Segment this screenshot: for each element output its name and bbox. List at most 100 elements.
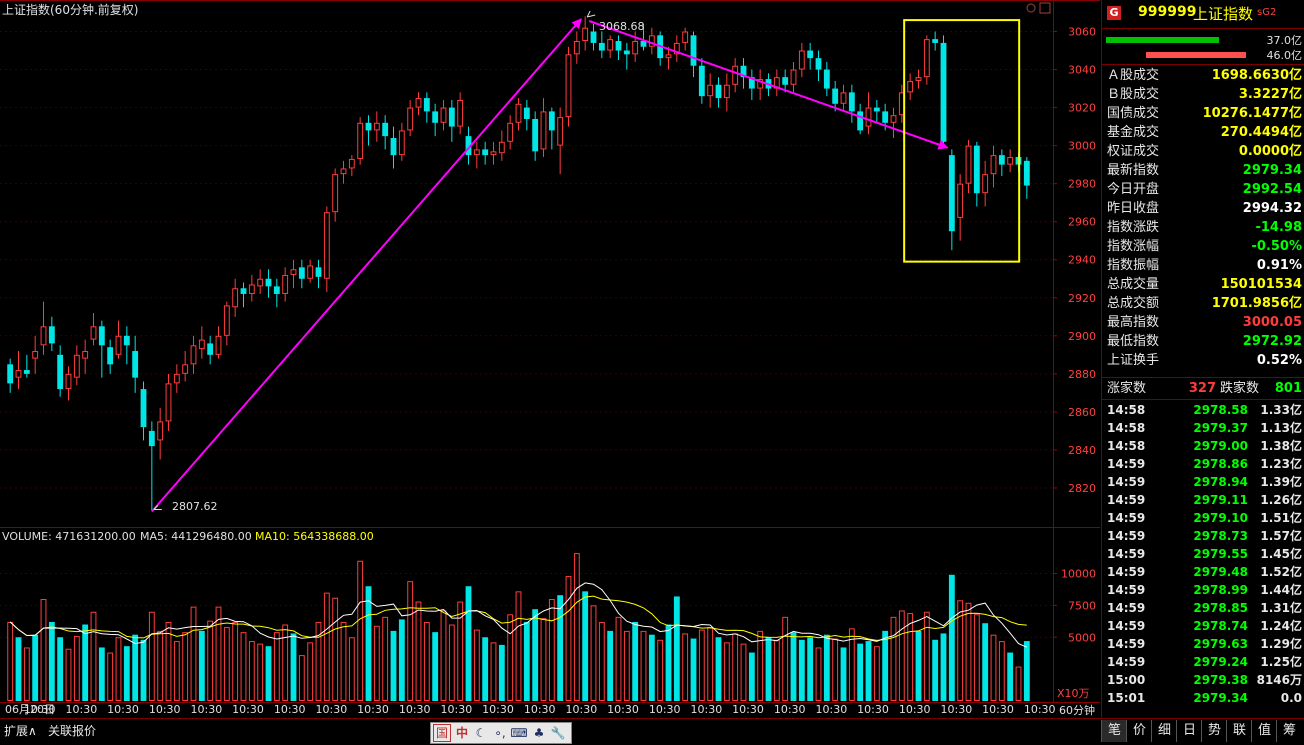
kline-chart[interactable]: 3060 3040 3020 3000 2980 2960 2940 2920 2900 2880… <box>0 0 1100 718</box>
tab-price[interactable]: 价 <box>1126 720 1152 742</box>
tick-row[interactable]: 14:59 2979.11 1.26亿 <box>1102 491 1304 509</box>
tick-price: 2979.38 <box>1193 673 1248 687</box>
tool-icon-guo[interactable]: 国 <box>433 724 451 742</box>
tick-row[interactable]: 14:59 2979.48 1.52亿 <box>1102 563 1304 581</box>
trend-arrow-down <box>588 20 949 150</box>
volume-bar <box>132 634 139 701</box>
volume-bar <box>890 616 897 701</box>
stat-row: 最低指数 2972.92 <box>1102 332 1304 351</box>
volume-bar <box>623 630 630 701</box>
annotation-high-label: 3068.68 <box>599 20 645 33</box>
tick-row[interactable]: 14:59 2978.99 1.44亿 <box>1102 581 1304 599</box>
tick-row[interactable]: 14:59 2979.55 1.45亿 <box>1102 545 1304 563</box>
candle <box>732 58 739 93</box>
wrench-icon[interactable]: 🔧 <box>550 726 566 740</box>
volume-bar <box>582 591 589 701</box>
up-amount-bar <box>1106 37 1219 43</box>
candle <box>657 31 664 66</box>
candle <box>798 42 805 78</box>
tick-time: 14:59 <box>1107 619 1146 633</box>
tab-chips[interactable]: 筹 <box>1276 720 1302 742</box>
tick-row[interactable]: 14:58 2979.00 1.38亿 <box>1102 437 1304 455</box>
volume-bar <box>390 630 397 701</box>
tick-row[interactable]: 14:59 2979.24 1.25亿 <box>1102 653 1304 671</box>
tick-amount: 1.44亿 <box>1260 583 1302 597</box>
down-amount-bar <box>1146 52 1246 58</box>
candle <box>415 92 422 116</box>
tick-row[interactable]: 15:01 2979.34 0.0 <box>1102 689 1304 707</box>
tab-link[interactable]: 联 <box>1226 720 1252 742</box>
volume-unit-label: X10万 <box>1057 687 1090 700</box>
candle <box>832 80 839 112</box>
candle <box>915 69 922 89</box>
window-toggle-icon[interactable] <box>1039 2 1051 14</box>
moon-icon[interactable]: ☾ <box>475 726 487 740</box>
volume-bar <box>240 632 247 702</box>
dots-icon[interactable]: ∘, <box>494 726 506 740</box>
candle <box>507 115 514 150</box>
tick-row[interactable]: 14:59 2978.94 1.39亿 <box>1102 473 1304 491</box>
tick-row[interactable]: 14:59 2978.73 1.57亿 <box>1102 527 1304 545</box>
time-tick-label: 10:30 <box>274 703 306 716</box>
time-tick-label: 10:30 <box>566 703 598 716</box>
stat-row: 最新指数 2979.34 <box>1102 161 1304 180</box>
tab-related-quotes[interactable]: 关联报价 <box>48 724 97 738</box>
tab-expand[interactable]: 扩展∧ <box>4 724 37 738</box>
candle <box>757 69 764 100</box>
tab-detail[interactable]: 细 <box>1151 720 1177 742</box>
tick-time: 14:59 <box>1107 637 1146 651</box>
tick-price: 2979.48 <box>1193 565 1248 579</box>
candle <box>573 31 580 64</box>
tick-row[interactable]: 14:58 2978.58 1.33亿 <box>1102 401 1304 419</box>
volume-bar <box>257 643 264 701</box>
tick-time: 14:59 <box>1107 655 1146 669</box>
volume-bar <box>815 647 822 702</box>
volume-bar <box>357 560 364 701</box>
stat-value: 0.52% <box>1256 353 1302 368</box>
tick-amount: 1.52亿 <box>1260 565 1302 579</box>
tab-trend[interactable]: 势 <box>1201 720 1227 742</box>
window-controls[interactable] <box>1026 2 1051 14</box>
tab-value[interactable]: 值 <box>1251 720 1277 742</box>
candle <box>473 141 480 169</box>
volume-bar <box>940 633 947 701</box>
volume-bar <box>907 613 914 702</box>
tick-row[interactable]: 14:59 2978.86 1.23亿 <box>1102 455 1304 473</box>
tab-daily[interactable]: 日 <box>1176 720 1202 742</box>
candle <box>615 35 622 61</box>
tick-row[interactable]: 14:58 2979.37 1.13亿 <box>1102 419 1304 437</box>
stat-value: 1701.9856亿 <box>1211 296 1302 311</box>
tool-icon-zhong[interactable]: 中 <box>455 726 468 740</box>
volume-bar <box>723 642 730 701</box>
time-tick-label: 10:30 <box>982 703 1014 716</box>
volume-bar <box>57 637 64 701</box>
stat-row: 基金成交 270.4494亿 <box>1102 123 1304 142</box>
tick-row[interactable]: 14:59 2978.74 1.24亿 <box>1102 617 1304 635</box>
tick-row[interactable]: 14:59 2979.63 1.29亿 <box>1102 635 1304 653</box>
date-start-label: 06月20日 <box>5 703 55 716</box>
stat-value: 3000.05 <box>1242 315 1302 330</box>
volume-bar <box>115 637 122 701</box>
candle <box>557 107 564 175</box>
candle <box>90 312 97 346</box>
volume-bar <box>957 600 964 702</box>
tick-row[interactable]: 14:59 2978.85 1.31亿 <box>1102 599 1304 617</box>
volume-bar <box>423 621 430 702</box>
candle <box>382 115 389 150</box>
stat-value: 3.3227亿 <box>1238 87 1302 102</box>
settings-icon[interactable] <box>1026 3 1036 13</box>
panel-header: G 999999 上证指数 sG2 <box>1102 0 1304 28</box>
candle <box>607 35 614 59</box>
tab-trades[interactable]: 笔 <box>1101 720 1127 742</box>
tick-row[interactable]: 14:59 2979.10 1.51亿 <box>1102 509 1304 527</box>
g-icon[interactable]: G <box>1107 6 1121 20</box>
tick-row[interactable]: 15:00 2979.38 8146万 <box>1102 671 1304 689</box>
volume-bar <box>482 637 489 701</box>
volume-bar <box>807 637 814 701</box>
volume-bar <box>173 641 180 702</box>
user-icon[interactable]: ♣ <box>533 726 545 740</box>
volume-bar <box>190 606 197 702</box>
volume-bar <box>15 637 22 701</box>
keyboard-icon[interactable]: ⌨ <box>510 726 528 740</box>
stat-label: 今日开盘 <box>1107 182 1160 197</box>
